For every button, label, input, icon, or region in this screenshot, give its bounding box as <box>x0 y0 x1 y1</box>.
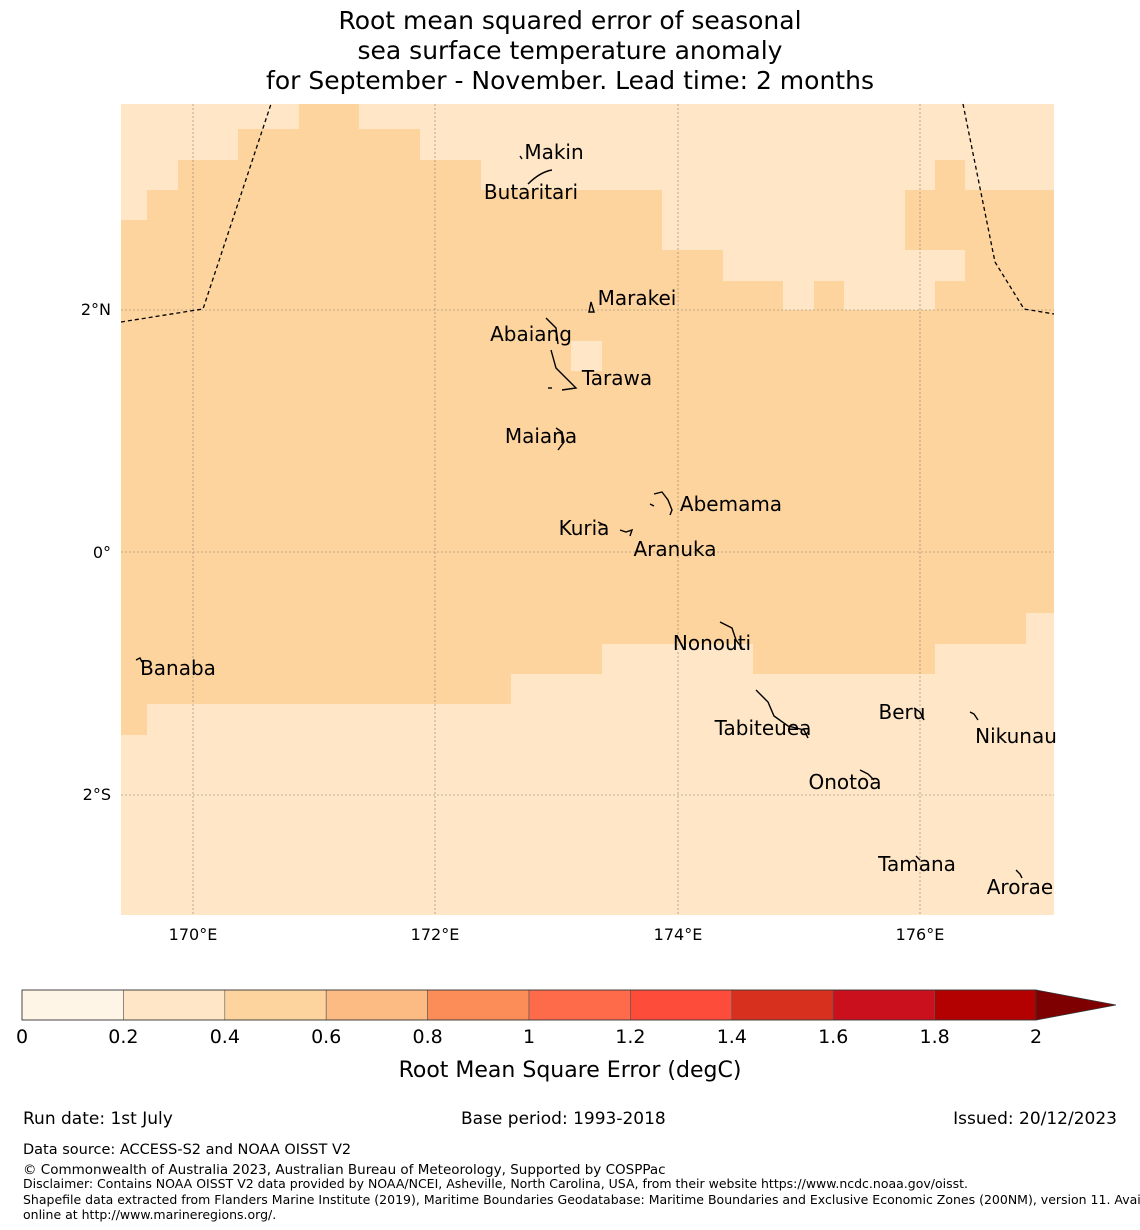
island-label-makin: Makin <box>524 140 583 164</box>
issued-date: Issued: 20/12/2023 <box>953 1109 1117 1129</box>
colorbar-tick-label: 1 <box>523 1026 535 1048</box>
run-date: Run date: 1st July <box>23 1109 173 1129</box>
colorbar-tick-label: 1.4 <box>717 1026 747 1048</box>
colorbar-outline <box>21 989 1037 1021</box>
rmse-map: Makin Butaritari Marakei Abaiang Tarawa … <box>81 103 1057 944</box>
lon-tick-174: 174°E <box>654 925 703 944</box>
lat-tick-0: 0° <box>93 543 111 562</box>
copyright: © Commonwealth of Australia 2023, Austra… <box>23 1162 666 1178</box>
island-label-marakei: Marakei <box>598 286 677 310</box>
island-label-nikunau: Nikunau <box>975 724 1057 748</box>
colorbar-swatch <box>224 989 327 1021</box>
island-label-tabiteuea: Tabiteuea <box>714 716 812 740</box>
colorbar-tick-label: 0.6 <box>311 1026 341 1048</box>
lat-tick-2n: 2°N <box>81 300 111 319</box>
shapefile-credit-line-1: Shapefile data extracted from Flanders M… <box>23 1192 1140 1207</box>
base-period: Base period: 1993-2018 <box>461 1109 666 1129</box>
colorbar-swatch <box>832 989 935 1021</box>
colorbar-swatches <box>21 989 1037 1021</box>
colorbar-swatch <box>123 989 226 1021</box>
island-label-onotoa: Onotoa <box>809 770 882 794</box>
disclaimer: Disclaimer: Contains NOAA OISST V2 data … <box>23 1176 968 1191</box>
island-outlines <box>135 155 1023 879</box>
colorbar-tick-label: 0.8 <box>412 1026 442 1048</box>
colorbar-swatch <box>528 989 631 1021</box>
island-label-tamana: Tamana <box>877 852 956 876</box>
colorbar-tick-label: 0 <box>16 1026 28 1048</box>
island-label-abaiang: Abaiang <box>490 322 572 346</box>
colorbar-tick-label: 0.2 <box>108 1026 138 1048</box>
colorbar-swatch <box>630 989 733 1021</box>
title-line-3: for September - November. Lead time: 2 m… <box>266 66 874 95</box>
colorbar-tick-label: 0.4 <box>210 1026 240 1048</box>
island-label-banaba: Banaba <box>140 656 216 680</box>
colorbar-extend-arrow <box>1035 989 1117 1021</box>
island-label-aranuka: Aranuka <box>634 537 717 561</box>
colorbar: 0 0.2 0.4 0.6 0.8 1 1.2 1.4 1.6 1.8 2 Root Mean Sq… <box>16 989 1117 1083</box>
title-line-2: sea surface temperature anomaly <box>357 36 783 65</box>
island-label-nonouti: Nonouti <box>673 631 751 655</box>
island-label-kuria: Kuria <box>559 516 610 540</box>
rmse-0.4-0.6-region <box>121 104 1054 735</box>
lon-tick-176: 176°E <box>896 925 945 944</box>
colorbar-swatch <box>21 989 124 1021</box>
colorbar-swatch <box>934 989 1037 1021</box>
colorbar-tick-label: 1.2 <box>615 1026 645 1048</box>
map-title: Root mean squared error of seasonal sea … <box>0 6 1140 96</box>
shapefile-credit-line-2: online at http://www.marineregions.org/. <box>23 1207 277 1222</box>
title-line-1: Root mean squared error of seasonal <box>338 6 802 35</box>
colorbar-swatch <box>427 989 530 1021</box>
gridlines <box>121 104 1054 915</box>
island-labels: Makin Butaritari Marakei Abaiang Tarawa … <box>140 140 1057 899</box>
colorbar-tick-label: 1.8 <box>919 1026 949 1048</box>
colorbar-swatch <box>325 989 428 1021</box>
colorbar-swatch <box>731 989 834 1021</box>
island-label-tarawa: Tarawa <box>581 366 652 390</box>
lon-tick-170: 170°E <box>169 925 218 944</box>
island-label-abemama: Abemama <box>680 492 782 516</box>
island-label-beru: Beru <box>879 700 926 724</box>
eez-boundaries <box>120 103 1055 323</box>
island-label-maiana: Maiana <box>505 424 577 448</box>
island-label-butaritari: Butaritari <box>484 180 578 204</box>
light-patch-tarawa <box>571 341 602 371</box>
lat-tick-2s: 2°S <box>83 785 111 804</box>
colorbar-tick-label: 1.6 <box>818 1026 848 1048</box>
island-label-arorae: Arorae <box>987 875 1053 899</box>
axis-tick-labels: 170°E 172°E 174°E 176°E 2°N 0° 2°S <box>81 300 944 944</box>
data-source: Data source: ACCESS-S2 and NOAA OISST V2 <box>23 1142 352 1158</box>
lon-tick-172: 172°E <box>411 925 460 944</box>
colorbar-tick-labels: 0 0.2 0.4 0.6 0.8 1 1.2 1.4 1.6 1.8 2 <box>16 1026 1042 1048</box>
colorbar-tick-label: 2 <box>1030 1026 1042 1048</box>
colorbar-label: Root Mean Square Error (degC) <box>399 1058 742 1083</box>
